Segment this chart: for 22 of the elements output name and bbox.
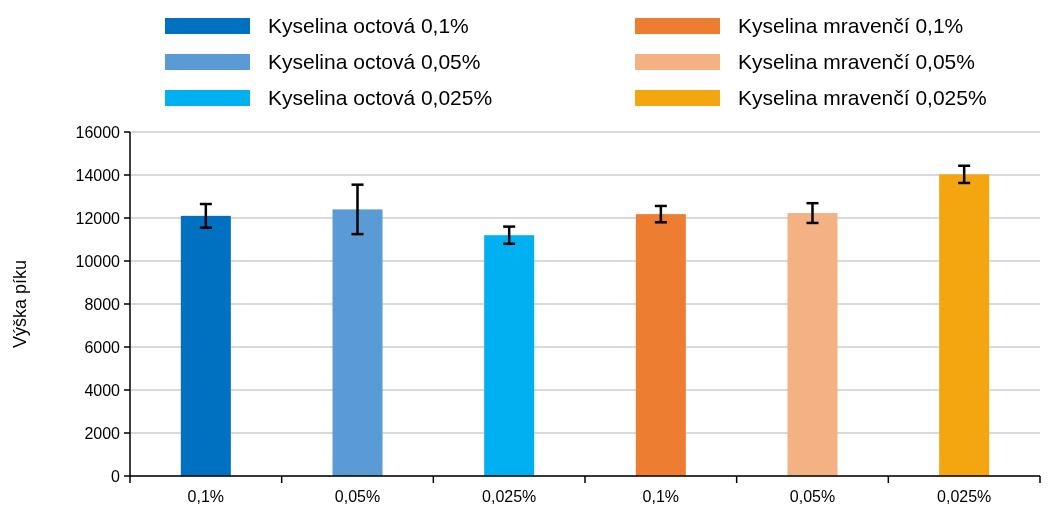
y-tick-label: 6000 <box>84 338 121 356</box>
x-tick-label: 0,1% <box>187 488 225 505</box>
legend-label: Kyselina octová 0,1% <box>268 14 469 38</box>
y-tick-label: 16000 <box>75 123 121 141</box>
y-tick-label: 0 <box>111 467 121 485</box>
x-tick-label: 0,05% <box>789 488 836 505</box>
x-tick-label: 0,025% <box>937 488 992 505</box>
y-tick-label: 12000 <box>75 209 121 227</box>
x-tick-label: 0,025% <box>482 488 537 505</box>
legend-label: Kyselina mravenčí 0,025% <box>738 86 987 110</box>
legend-label: Kyselina mravenčí 0,05% <box>738 50 975 74</box>
y-tick-label: 4000 <box>84 381 121 399</box>
y-tick-label: 8000 <box>84 295 121 313</box>
y-tick-label: 2000 <box>84 424 121 442</box>
x-tick-label: 0,1% <box>642 488 680 505</box>
legend-label: Kyselina octová 0,025% <box>268 86 493 110</box>
y-axis-title: Výška píku <box>10 259 30 349</box>
legend-label: Kyselina mravenčí 0,1% <box>738 14 964 38</box>
legend-label: Kyselina octová 0,05% <box>268 50 481 74</box>
x-tick-label: 0,05% <box>334 488 381 505</box>
y-tick-label: 14000 <box>75 166 121 184</box>
y-tick-label: 10000 <box>75 252 121 270</box>
